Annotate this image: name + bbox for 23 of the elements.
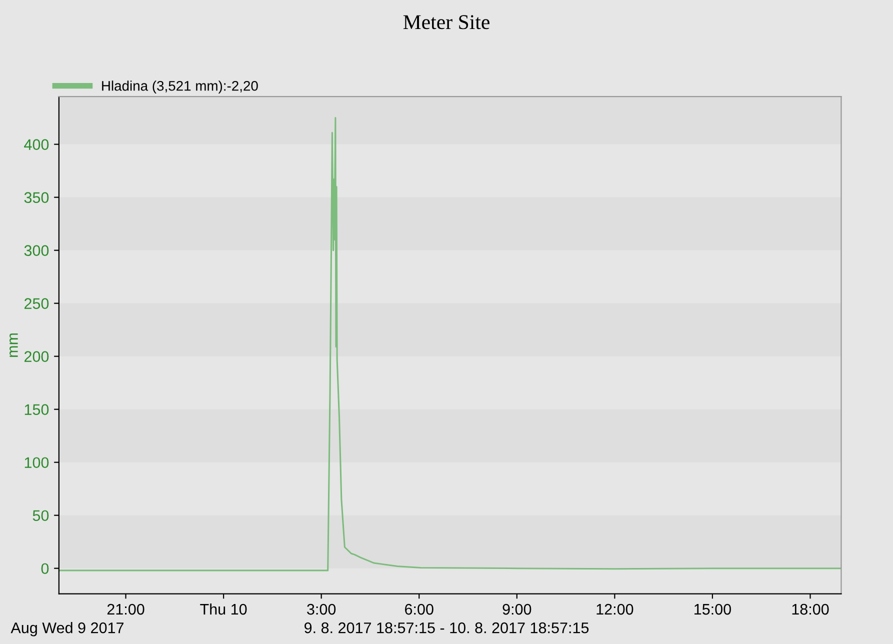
y-tick-label: 250: [24, 298, 49, 309]
x-tick-label: 21:00: [107, 604, 144, 615]
x-tick-label: 6:00: [405, 604, 434, 615]
y-axis-title: mm: [10, 333, 18, 357]
text: 9. 8. 2017 18:57:15 - 10. 8. 2017 18:57:15: [304, 622, 589, 634]
x-tick-label: 3:00: [307, 604, 336, 615]
x-tick-label: 12:00: [596, 604, 634, 615]
y-tick-label: 100: [24, 457, 49, 468]
y-tick-label: 0: [41, 563, 49, 574]
x-tick-label: 9:00: [502, 604, 532, 615]
y-tick-label: 350: [24, 192, 49, 203]
x-tick-label: 15:00: [694, 604, 731, 615]
line-series: [58, 117, 842, 572]
text: Aug Wed 9 2017: [10, 622, 124, 636]
y-tick-label: 200: [24, 351, 49, 362]
y-tick-label: 400: [24, 139, 49, 150]
y-tick-label: 50: [32, 510, 49, 522]
x-tick-label: Thu 10: [200, 603, 247, 615]
legend-label: Hladina (3,521 mm):-2,20: [102, 80, 258, 94]
y-tick-label: 150: [24, 404, 49, 416]
chart-title: Meter Site: [403, 15, 490, 30]
y-tick-label: 300: [24, 245, 49, 256]
x-tick-label: 18:00: [792, 604, 829, 615]
